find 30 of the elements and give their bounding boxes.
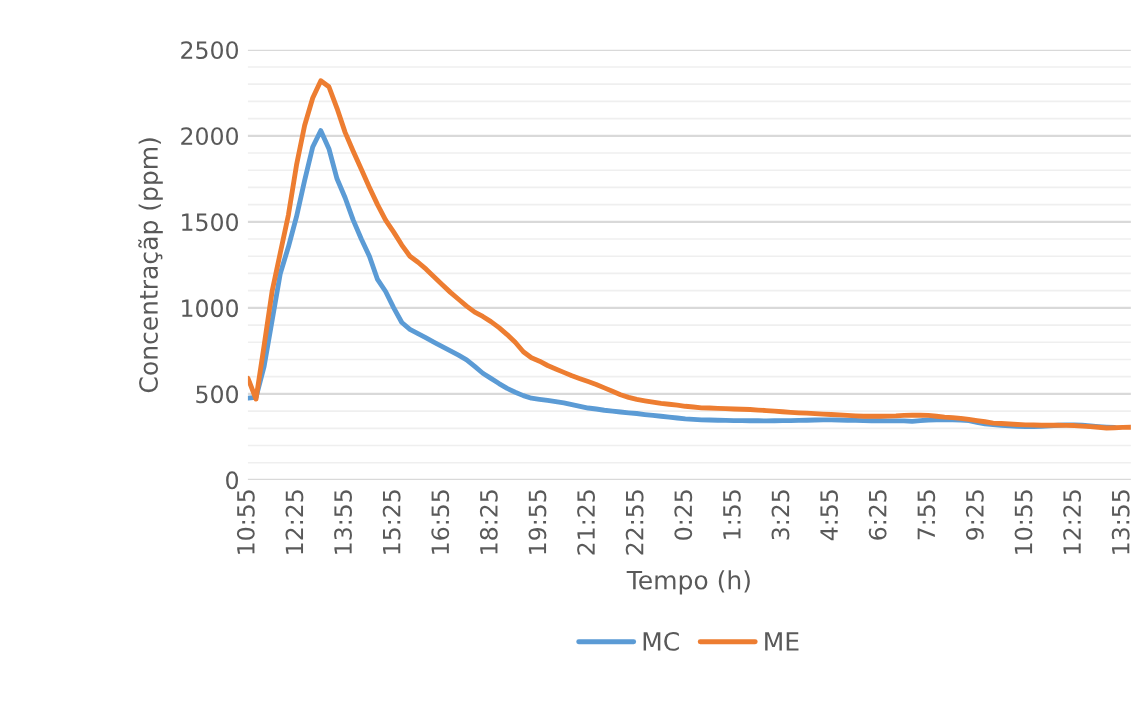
x-tick-label: 10:55 xyxy=(1014,490,1033,554)
x-tick-label: 7:55 xyxy=(917,490,936,540)
x-tick-label: 1:55 xyxy=(723,490,741,539)
x-tick-label: 6:25 xyxy=(868,490,887,540)
x-tick-label: 13:55 xyxy=(1111,490,1130,554)
x-tick-label: 12:25 xyxy=(285,490,304,554)
x-tick-label: 22:55 xyxy=(625,490,644,555)
x-tick-label: 16:55 xyxy=(431,490,450,554)
x-tick-label: 15:25 xyxy=(382,490,401,554)
y-axis-title: Concentraçãp (ppm) xyxy=(138,138,163,393)
y-tick-label: 1500 xyxy=(182,213,239,232)
x-tick-label: 13:55 xyxy=(334,490,352,554)
x-tick-label: 12:25 xyxy=(1063,490,1082,554)
y-tick-label: 500 xyxy=(196,385,239,404)
y-tick-label: 2000 xyxy=(181,127,239,146)
legend-label: ME xyxy=(765,632,799,651)
x-tick-label: 21:25 xyxy=(577,490,595,555)
x-tick-label: 9:25 xyxy=(965,490,984,540)
y-tick-label: 0 xyxy=(226,471,239,490)
x-tick-label: 10:55 xyxy=(236,490,255,554)
y-tick-label: 1000 xyxy=(182,299,239,318)
x-tick-label: 18:25 xyxy=(479,490,498,554)
y-tick-label: 2500 xyxy=(181,41,239,60)
x-tick-label: 19:55 xyxy=(528,490,547,554)
line-series xyxy=(247,78,1131,431)
x-tick-label: 4:55 xyxy=(820,490,838,541)
legend-label: MC xyxy=(643,631,679,651)
x-axis-title: Tempo (h) xyxy=(626,570,750,595)
x-tick-label: 0:25 xyxy=(674,490,693,540)
x-tick-label: 3:25 xyxy=(771,490,790,540)
